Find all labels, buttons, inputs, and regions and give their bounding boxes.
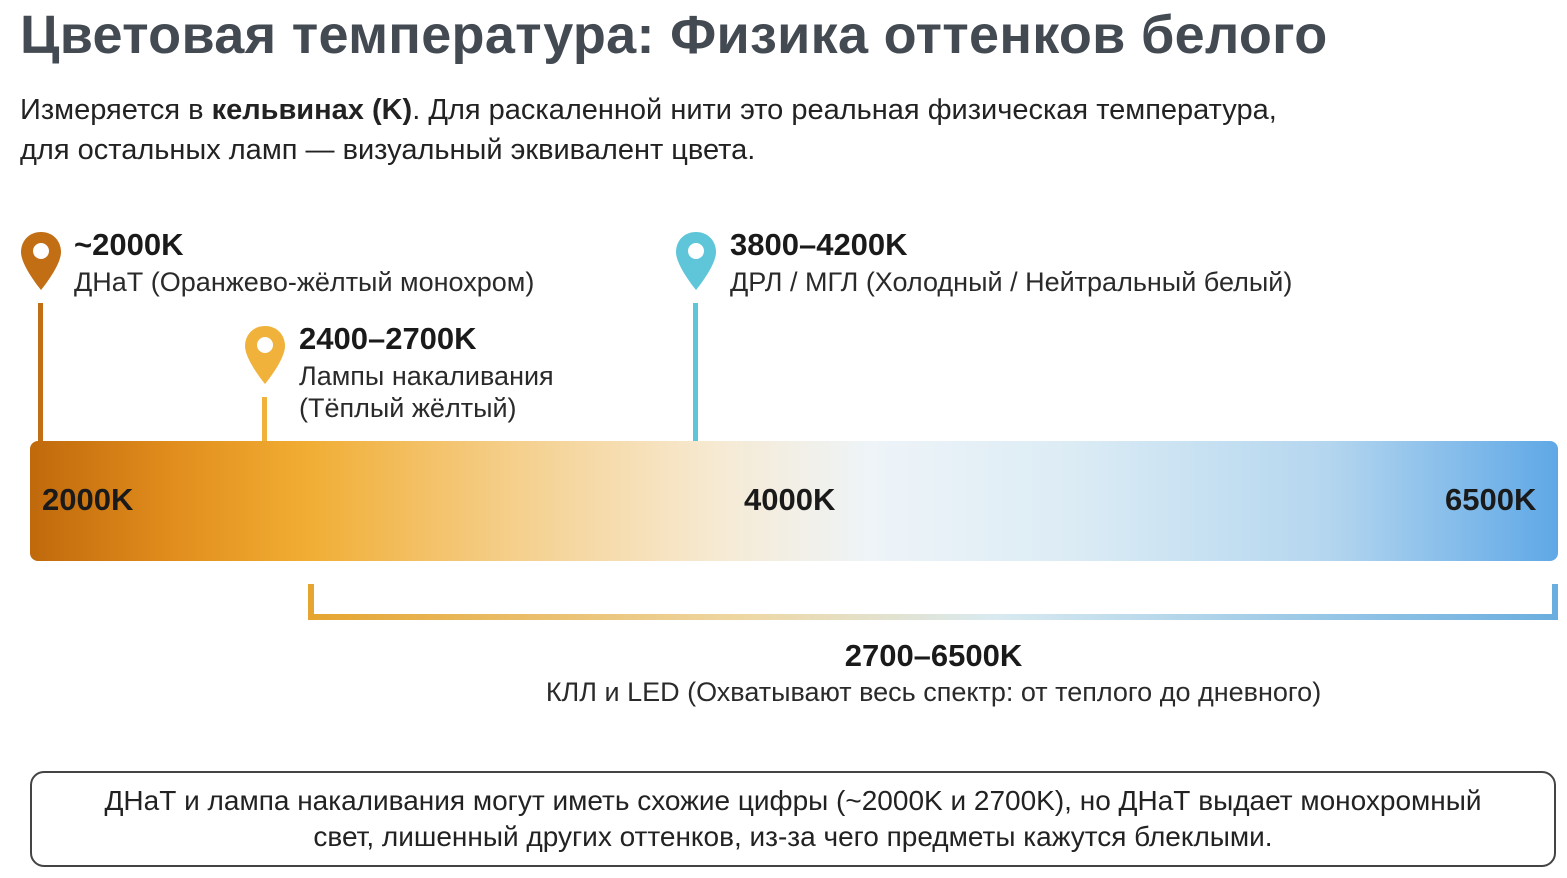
marker-title: 3800–4200K	[730, 227, 908, 262]
scale-label: 2000K	[42, 482, 134, 517]
marker-title: 2400–2700K	[299, 321, 477, 356]
range-bracket	[308, 584, 1558, 624]
map-pin-icon	[243, 324, 287, 386]
range-title: 2700–6500K	[844, 638, 1023, 673]
marker-desc: ДНаТ (Оранжево-жёлтый монохром)	[74, 267, 535, 297]
intro-part1: Измеряется в	[20, 94, 212, 126]
map-pin-icon	[19, 230, 63, 292]
map-pin-icon	[674, 230, 718, 292]
page-title: Цветовая температура: Физика оттенков бе…	[20, 5, 1328, 65]
marker-desc: (Тёплый жёлтый)	[299, 393, 517, 423]
marker-stem	[262, 397, 267, 443]
marker-stem	[693, 303, 698, 443]
marker-desc: ДРЛ / МГЛ (Холодный / Нейтральный белый)	[730, 267, 1293, 297]
intro-part2: . Для раскаленной нити это реальная физи…	[412, 94, 1277, 126]
scale-label: 4000K	[744, 482, 836, 517]
intro-text: Измеряется в кельвинах (K). Для раскален…	[20, 90, 1540, 170]
intro-bold: кельвинах (K)	[211, 94, 413, 126]
intro-line2: для остальных ламп — визуальный эквивале…	[20, 134, 756, 166]
marker-stem	[38, 303, 43, 443]
color-temperature-scale	[30, 441, 1558, 561]
note-box: ДНаТ и лампа накаливания могут иметь схо…	[30, 771, 1556, 867]
marker-desc: Лампы накаливания	[299, 361, 554, 391]
range-desc: КЛЛ и LED (Охватывают весь спектр: от те…	[545, 677, 1322, 707]
marker-title: ~2000K	[74, 227, 184, 262]
scale-label: 6500K	[1445, 482, 1537, 517]
